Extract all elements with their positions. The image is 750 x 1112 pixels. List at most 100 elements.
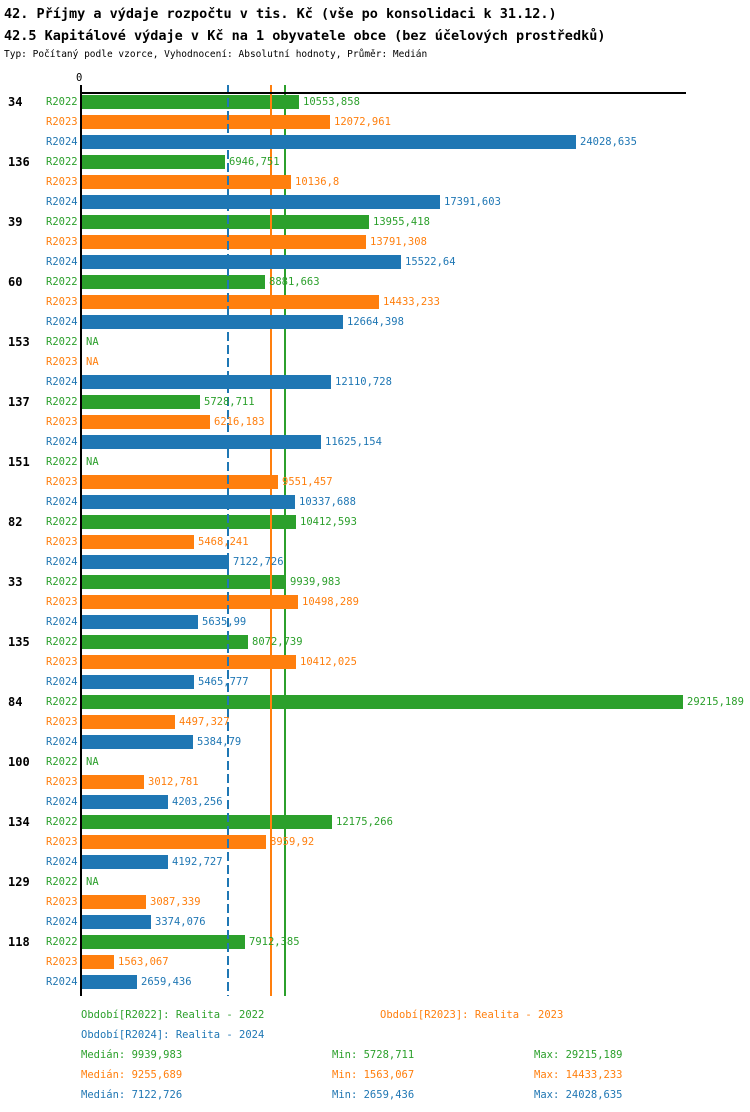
series-row-label-r2022: R2022: [46, 396, 78, 408]
bar-r2023: [82, 895, 146, 909]
group-id-label: 135: [8, 635, 30, 649]
group-id-label: 33: [8, 575, 23, 589]
series-row-label-r2024: R2024: [46, 376, 78, 388]
bar-value-label: 2659,436: [141, 976, 192, 988]
series-row-label-r2023: R2023: [46, 956, 78, 968]
bar-value-label: 4203,256: [172, 796, 223, 808]
bar-r2023: [82, 955, 114, 969]
x-axis-line: [81, 92, 686, 94]
series-row-label-r2024: R2024: [46, 556, 78, 568]
stat-max-r2024: Max: 24028,635: [534, 1089, 623, 1101]
stat-median-r2022: Medián: 9939,983: [81, 1049, 183, 1061]
bar-value-label: 8072,739: [252, 636, 303, 648]
group-id-label: 100: [8, 755, 30, 769]
series-row-label-r2022: R2022: [46, 336, 78, 348]
group-id-label: 82: [8, 515, 23, 529]
group-id-label: 34: [8, 95, 23, 109]
bar-value-label: 3087,339: [150, 896, 201, 908]
bar-na-label: NA: [86, 456, 99, 468]
bar-r2023: [82, 835, 266, 849]
bar-r2024: [82, 795, 168, 809]
bar-value-label: 5468,241: [198, 536, 249, 548]
bar-r2023: [82, 235, 366, 249]
series-row-label-r2023: R2023: [46, 356, 78, 368]
series-row-label-r2023: R2023: [46, 776, 78, 788]
bar-value-label: 12072,961: [334, 116, 391, 128]
bar-value-label: 12664,398: [347, 316, 404, 328]
bar-r2023: [82, 415, 210, 429]
bar-r2024: [82, 495, 295, 509]
bar-value-label: 8959,92: [270, 836, 315, 848]
series-row-label-r2022: R2022: [46, 756, 78, 768]
series-row-label-r2024: R2024: [46, 196, 78, 208]
group-id-label: 60: [8, 275, 23, 289]
series-row-label-r2022: R2022: [46, 516, 78, 528]
series-row-label-r2022: R2022: [46, 816, 78, 828]
bar-value-label: 10412,593: [300, 516, 357, 528]
bar-r2022: [82, 695, 683, 709]
chart-title-line1: 42. Příjmy a výdaje rozpočtu v tis. Kč (…: [4, 6, 557, 22]
bar-na-label: NA: [86, 876, 99, 888]
group-id-label: 118: [8, 935, 30, 949]
bar-r2024: [82, 195, 440, 209]
series-row-label-r2023: R2023: [46, 296, 78, 308]
bar-value-label: 11625,154: [325, 436, 382, 448]
bar-value-label: 29215,189: [687, 696, 744, 708]
chart-title-line2: 42.5 Kapitálové výdaje v Kč na 1 obyvate…: [4, 28, 606, 44]
bar-r2023: [82, 715, 175, 729]
bar-value-label: 8881,663: [269, 276, 320, 288]
bar-value-label: 9551,457: [282, 476, 333, 488]
stat-min-r2022: Min: 5728,711: [332, 1049, 415, 1061]
stat-median-r2023: Medián: 9255,689: [81, 1069, 183, 1081]
series-row-label-r2023: R2023: [46, 896, 78, 908]
bar-value-label: 10337,688: [299, 496, 356, 508]
series-row-label-r2024: R2024: [46, 616, 78, 628]
bar-value-label: 17391,603: [444, 196, 501, 208]
series-row-label-r2022: R2022: [46, 696, 78, 708]
series-row-label-r2022: R2022: [46, 876, 78, 888]
group-id-label: 136: [8, 155, 30, 169]
bar-value-label: 9939,983: [290, 576, 341, 588]
bar-value-label: 7122,726: [233, 556, 284, 568]
series-row-label-r2023: R2023: [46, 656, 78, 668]
bar-r2022: [82, 275, 265, 289]
bar-r2024: [82, 555, 229, 569]
bar-r2024: [82, 135, 576, 149]
bar-value-label: 10412,025: [300, 656, 357, 668]
stat-max-r2022: Max: 29215,189: [534, 1049, 623, 1061]
bar-value-label: 6946,751: [229, 156, 280, 168]
series-row-label-r2022: R2022: [46, 636, 78, 648]
bar-value-label: 13955,418: [373, 216, 430, 228]
bar-na-label: NA: [86, 756, 99, 768]
legend-entry-r2022: Období[R2022]: Realita - 2022: [81, 1009, 265, 1021]
series-row-label-r2023: R2023: [46, 176, 78, 188]
group-id-label: 134: [8, 815, 30, 829]
bar-r2023: [82, 595, 298, 609]
series-row-label-r2024: R2024: [46, 316, 78, 328]
bar-r2023: [82, 475, 278, 489]
bar-r2022: [82, 575, 286, 589]
stat-median-r2024: Medián: 7122,726: [81, 1089, 183, 1101]
series-row-label-r2022: R2022: [46, 156, 78, 168]
bar-r2022: [82, 635, 248, 649]
x-axis-zero-tick-label: 0: [76, 72, 83, 84]
series-row-label-r2024: R2024: [46, 916, 78, 928]
group-id-label: 137: [8, 395, 30, 409]
bar-r2024: [82, 975, 137, 989]
median-line-r2024: [227, 85, 229, 996]
bar-value-label: 4497,327: [179, 716, 230, 728]
bar-value-label: 24028,635: [580, 136, 637, 148]
series-row-label-r2024: R2024: [46, 976, 78, 988]
bar-value-label: 14433,233: [383, 296, 440, 308]
bar-r2024: [82, 255, 401, 269]
bar-value-label: 5728,711: [204, 396, 255, 408]
bar-r2024: [82, 915, 151, 929]
series-row-label-r2023: R2023: [46, 536, 78, 548]
y-axis-line: [80, 85, 82, 996]
legend-entry-r2024: Období[R2024]: Realita - 2024: [81, 1029, 265, 1041]
bar-r2023: [82, 295, 379, 309]
bar-r2022: [82, 215, 369, 229]
series-row-label-r2022: R2022: [46, 936, 78, 948]
bar-r2022: [82, 515, 296, 529]
series-row-label-r2022: R2022: [46, 276, 78, 288]
